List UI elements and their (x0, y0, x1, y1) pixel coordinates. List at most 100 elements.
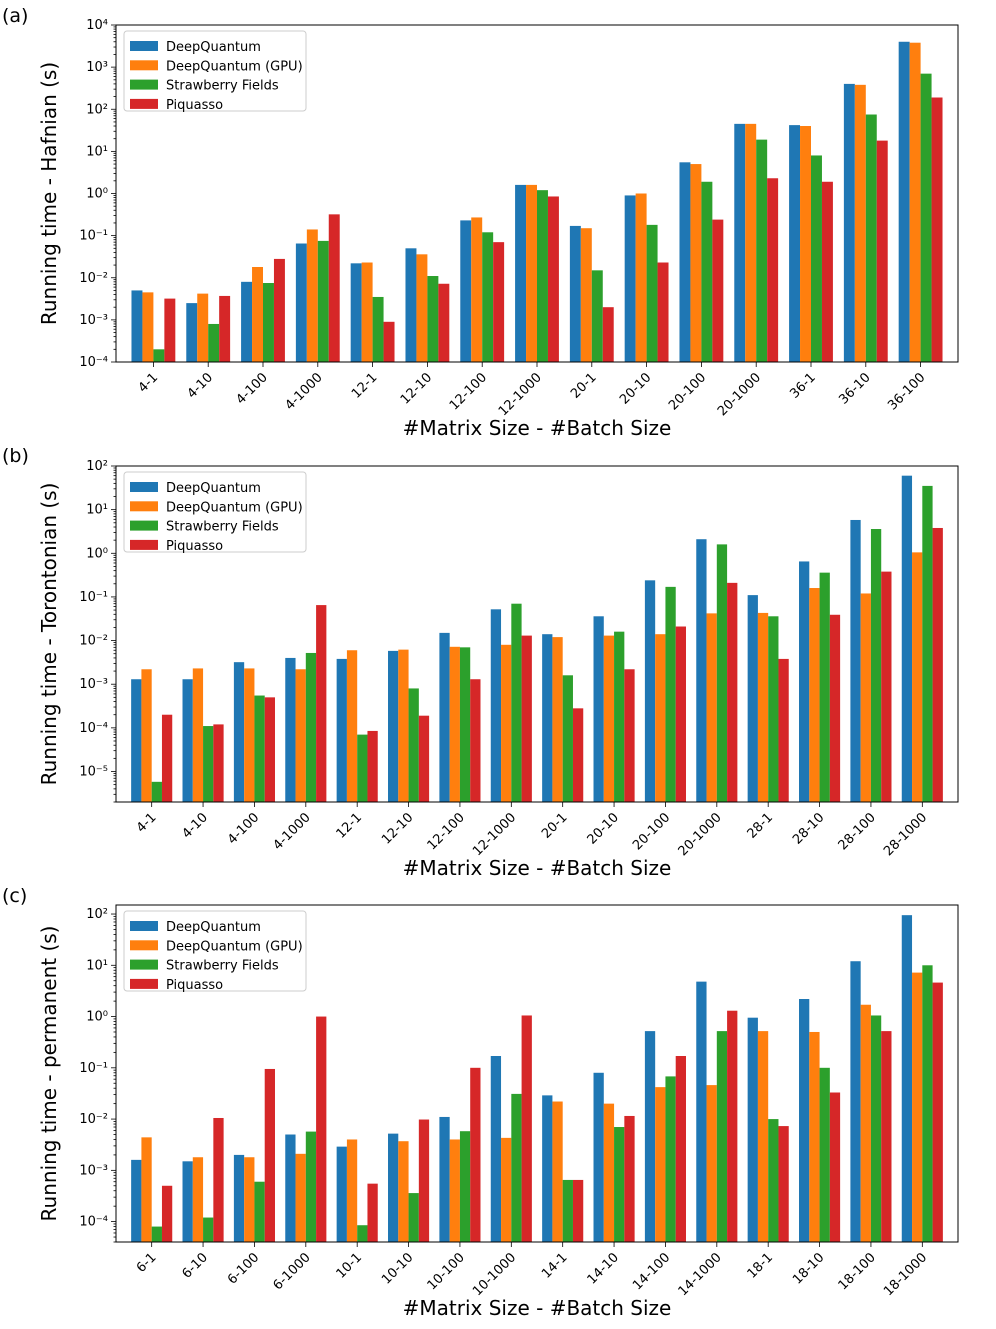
bar-strawberry-fields-20-100 (665, 586, 676, 802)
bar-strawberry-fields-20-100 (701, 181, 713, 362)
bar-deepquantum-12-10 (388, 650, 399, 802)
bar-strawberry-fields-18-100 (870, 1015, 882, 1242)
x-tick-label: 4-1 (136, 370, 162, 396)
legend: DeepQuantum DeepQuantum (GPU) Strawberry F… (123, 910, 307, 993)
bar-deepquantum-36-10 (843, 83, 855, 362)
bar-piquasso-4-100 (264, 697, 275, 802)
bar-deepquantum-4-1000 (285, 657, 296, 802)
bar-piquasso-18-10 (829, 1092, 841, 1242)
bar-deepquantum-36-1 (789, 125, 801, 363)
x-tick-label: 12-10 (379, 810, 416, 847)
bar-strawberry-fields-10-1000 (511, 1093, 522, 1242)
bar-strawberry-fields-4-1000 (305, 652, 317, 802)
y-tick-label: 10⁻² (79, 271, 108, 286)
bar-piquasso-4-1 (161, 714, 173, 802)
x-axis-title: #Matrix Size - #Batch Size (403, 1296, 672, 1320)
bar-piquasso-12-100 (470, 679, 481, 802)
bar-deepquantum-gpu-14-1000 (706, 1085, 717, 1242)
x-tick-label: 12-100 (425, 810, 468, 853)
bar-piquasso-28-1 (778, 658, 789, 802)
bar-deepquantum-gpu-36-100 (909, 42, 921, 362)
plot-frame (115, 465, 959, 803)
bar-deepquantum-12-10 (405, 248, 417, 362)
x-tick-label: 4-1000 (270, 810, 313, 853)
bar-deepquantum-gpu-6-1 (141, 1137, 152, 1242)
bar-deepquantum-6-1000 (285, 1134, 296, 1242)
legend-label: Piquasso (166, 978, 223, 993)
legend-label: DeepQuantum (GPU) (166, 500, 303, 515)
bar-strawberry-fields-14-100 (665, 1076, 676, 1242)
legend-box (123, 471, 307, 553)
legend-swatch (130, 482, 158, 492)
bar-strawberry-fields-12-100 (459, 647, 471, 802)
bar-strawberry-fields-20-1000 (756, 139, 768, 362)
x-axis-title: #Matrix Size - #Batch Size (403, 856, 672, 880)
bar-piquasso-18-100 (881, 1031, 892, 1242)
bar-deepquantum-gpu-36-1 (800, 126, 811, 362)
bar-deepquantum-18-1000 (901, 915, 913, 1242)
bar-piquasso-14-1 (572, 1179, 584, 1242)
bar-deepquantum-gpu-12-1000 (526, 184, 537, 362)
bar-deepquantum-10-10 (388, 1133, 399, 1242)
y-tick-label: 10⁻³ (79, 313, 108, 328)
bar-strawberry-fields-6-1000 (305, 1131, 317, 1242)
bar-strawberry-fields-10-10 (408, 1193, 419, 1242)
bar-deepquantum-gpu-14-100 (655, 1087, 666, 1242)
bar-deepquantum-gpu-10-1000 (501, 1137, 512, 1242)
bar-deepquantum-gpu-14-1 (552, 1101, 563, 1242)
panel-label: (c) (2, 885, 27, 907)
bar-piquasso-10-100 (470, 1067, 481, 1242)
x-tick-label: 10-1000 (470, 1250, 519, 1299)
bar-piquasso-10-1 (367, 1183, 378, 1242)
x-tick-label: 20-1 (568, 370, 599, 401)
x-tick-label: 18-1000 (881, 1250, 930, 1299)
panel-a: (a) 10⁻⁴ 10⁻³ 10⁻² 10⁻¹ 10⁰ 10¹ 10² 10³ 10⁴ 4-1 4-1… (2, 5, 959, 440)
bar-deepquantum-12-1 (336, 658, 347, 802)
bar-deepquantum-gpu-4-1000 (295, 669, 306, 802)
bar-deepquantum-gpu-4-10 (192, 668, 204, 802)
bar-piquasso-20-100 (675, 626, 686, 802)
bar-strawberry-fields-12-10 (408, 688, 419, 802)
x-tick-label: 20-1000 (715, 370, 764, 419)
bar-deepquantum-36-100 (898, 41, 910, 362)
legend-swatch (130, 959, 158, 970)
bar-deepquantum-20-1 (542, 634, 553, 802)
bar-deepquantum-14-1 (542, 1095, 553, 1242)
bar-piquasso-20-1000 (727, 582, 738, 802)
panel-label: (a) (2, 5, 28, 27)
bar-deepquantum-gpu-28-1000 (912, 552, 923, 802)
bar-strawberry-fields-10-100 (459, 1131, 471, 1242)
bar-strawberry-fields-20-1 (562, 675, 573, 802)
x-tick-label: 12-1 (349, 370, 380, 401)
bar-deepquantum-gpu-10-10 (398, 1141, 409, 1242)
bar-piquasso-20-100 (712, 219, 724, 362)
panel-c: (c) 10⁻⁴ 10⁻³ 10⁻² 10⁻¹ 10⁰ 10¹ 10² 6-1 6-10 6-100… (2, 885, 959, 1320)
y-tick-label: 10⁻² (79, 634, 108, 649)
legend-box (123, 910, 307, 992)
bar-deepquantum-20-100 (679, 162, 691, 362)
x-tick-label: 14-100 (630, 1250, 673, 1293)
legend-label: Piquasso (166, 539, 223, 554)
x-tick-label: 20-10 (617, 370, 654, 407)
bar-piquasso-18-1 (778, 1126, 789, 1242)
legend-swatch (130, 60, 158, 71)
bar-deepquantum-gpu-12-10 (416, 254, 428, 362)
bar-deepquantum-20-10 (593, 616, 604, 802)
y-tick-label: 10⁻² (79, 1112, 108, 1127)
bar-deepquantum-12-100 (439, 632, 450, 802)
plot-frame (115, 904, 959, 1243)
legend-swatch (130, 98, 158, 109)
bar-strawberry-fields-18-1 (768, 1119, 779, 1242)
bar-deepquantum-gpu-20-1 (580, 228, 592, 362)
bar-strawberry-fields-28-1 (768, 616, 779, 802)
x-tick-label: 4-1000 (282, 370, 325, 413)
bar-deepquantum-gpu-4-1 (141, 669, 152, 802)
bar-deepquantum-28-1000 (901, 475, 913, 802)
bar-deepquantum-gpu-20-1000 (745, 123, 757, 362)
y-tick-label: 10⁰ (86, 1010, 108, 1025)
bar-deepquantum-20-1000 (696, 539, 707, 802)
legend-swatch (130, 940, 158, 951)
bar-piquasso-14-10 (624, 1115, 635, 1242)
bar-deepquantum-10-100 (439, 1116, 450, 1242)
legend-label: DeepQuantum (GPU) (166, 59, 303, 74)
